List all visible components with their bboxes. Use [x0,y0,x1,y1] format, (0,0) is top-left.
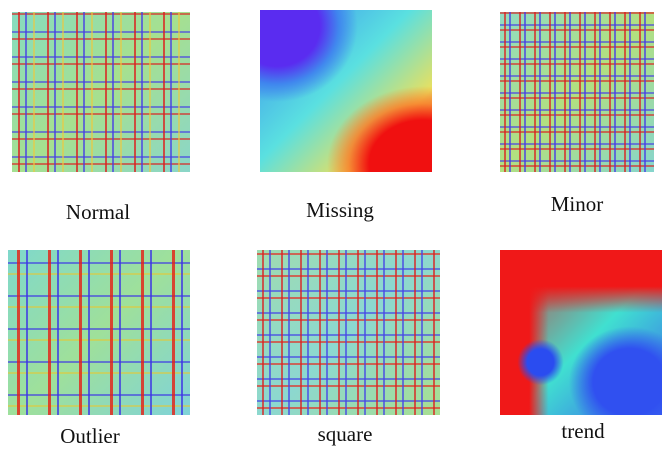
panel-label: trend [503,419,663,444]
figure: {"panels": [{"label": "Normal"}, {"label… [0,0,664,445]
heatmap [500,250,662,415]
panel-label: Missing [260,198,420,223]
heatmap [257,250,440,415]
heatmap [260,10,432,172]
panel-label: square [265,422,425,447]
heatmap [8,250,190,415]
panel-label: Minor [497,192,657,217]
heatmap [500,12,654,172]
heatmap [12,12,190,172]
panel-label: Normal [18,200,178,225]
panel-label: Outlier [10,424,170,449]
